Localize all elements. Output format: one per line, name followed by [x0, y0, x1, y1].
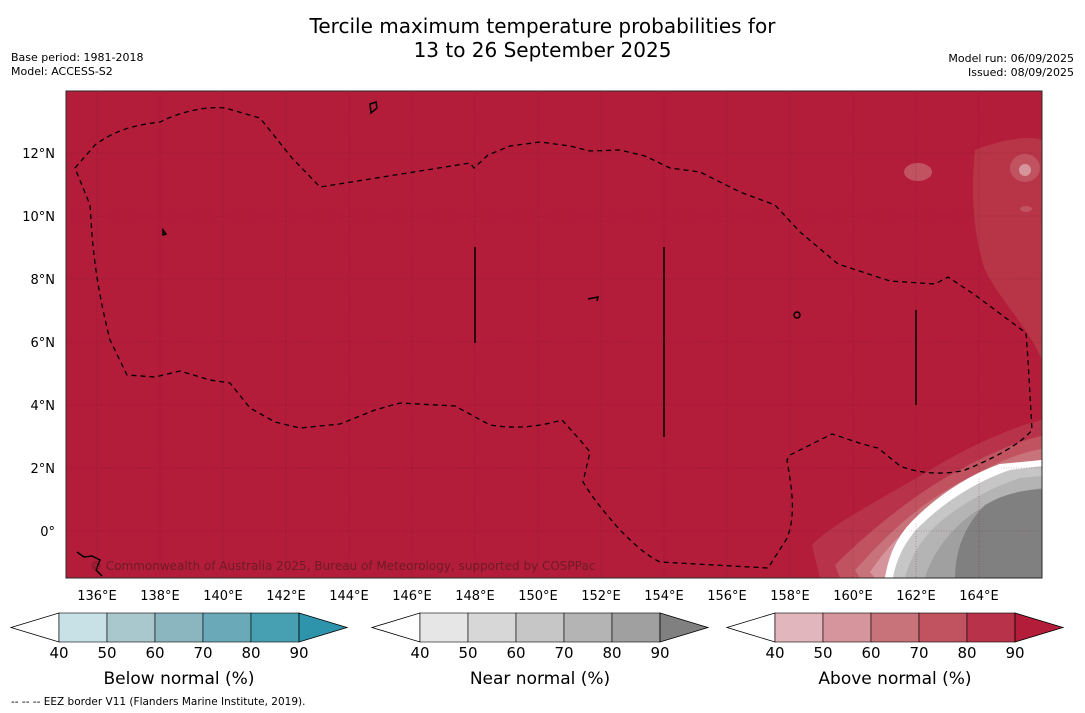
map-title: Tercile maximum temperature probabilitie…: [0, 14, 1085, 62]
map-background: [66, 91, 1042, 578]
x-tick-152e: 152°E: [581, 589, 621, 604]
near-90-band: [955, 489, 1042, 578]
model-name: Model: ACCESS-S2: [11, 65, 113, 78]
x-tick-162e: 162°E: [896, 589, 936, 604]
colorbar-segment: [515, 612, 565, 643]
y-tick-6n: 6°N: [31, 336, 56, 351]
colorbar-segment: [774, 612, 824, 643]
copyright-text: © Commonwealth of Australia 2025, Bureau…: [90, 559, 595, 573]
eez-border: [74, 106, 1033, 569]
x-tick-138e: 138°E: [140, 589, 180, 604]
model-run: Model run: 06/09/2025: [948, 52, 1074, 65]
colorbar-label: Above normal (%): [818, 669, 971, 689]
title-line-2: 13 to 26 September 2025: [413, 38, 672, 62]
colorbar-extend-high: [659, 612, 710, 643]
colorbar-tick: 50: [813, 644, 832, 662]
y-tick-8n: 8°N: [31, 273, 56, 288]
x-tick-140e: 140°E: [203, 589, 243, 604]
above-70-small: [904, 163, 932, 181]
base-period: Base period: 1981-2018: [11, 51, 144, 64]
colorbar-segment: [918, 612, 968, 643]
x-tick-156e: 156°E: [707, 589, 747, 604]
footnote-eez: -- -- -- EEZ border V11 (Flanders Marine…: [11, 696, 306, 708]
map-figure: © Commonwealth of Australia 2025, Bureau…: [22, 90, 1043, 604]
y-tick-0: 0°: [40, 525, 55, 540]
y-tick-4n: 4°N: [31, 399, 56, 414]
colorbar-segment: [154, 612, 204, 643]
colorbar-label: Below normal (%): [104, 669, 255, 689]
x-tick-160e: 160°E: [833, 589, 873, 604]
colorbar-tick: 60: [506, 644, 525, 662]
x-axis: 136°E 138°E 140°E 142°E 144°E 146°E 148°…: [77, 589, 999, 604]
x-tick-144e: 144°E: [329, 589, 369, 604]
colorbar-tick: 70: [554, 644, 573, 662]
contour-line: [885, 460, 1042, 578]
colorbar-extend-high: [1014, 612, 1065, 643]
map-frame: [65, 90, 1043, 579]
colorbar-extend-low: [725, 612, 776, 643]
issued-date: Issued: 08/09/2025: [967, 66, 1074, 79]
colorbar-extend-low: [370, 612, 421, 643]
colorbar-tick: 50: [458, 644, 477, 662]
colorbar-above-normal: 40 50 60 70 80 90 Above normal (%): [725, 612, 1065, 689]
colorbar-tick: 90: [1005, 644, 1024, 662]
colorbar-segment: [419, 612, 469, 643]
colorbar-segment: [467, 612, 517, 643]
x-tick-148e: 148°E: [455, 589, 495, 604]
colorbar-tick: 80: [241, 644, 260, 662]
colorbar-segment: [966, 612, 1016, 643]
colorbar-below-normal: 40 50 60 70 80 90 Below normal (%): [9, 612, 349, 689]
gridlines: [66, 91, 1042, 578]
meta-left: Base period: 1981-2018 Model: ACCESS-S2: [11, 51, 143, 79]
y-tick-10n: 10°N: [22, 210, 55, 225]
x-tick-164e: 164°E: [959, 589, 999, 604]
colorbar-segment: [202, 612, 252, 643]
x-tick-142e: 142°E: [266, 589, 306, 604]
x-tick-154e: 154°E: [644, 589, 684, 604]
colorbar-tick: 60: [145, 644, 164, 662]
x-tick-150e: 150°E: [518, 589, 558, 604]
colorbar-tick: 40: [49, 644, 68, 662]
colorbar-tick: 60: [861, 644, 880, 662]
colorbar-segment: [58, 612, 108, 643]
map-panel: © Commonwealth of Australia 2025, Bureau…: [66, 91, 1042, 578]
colorbar-segment: [250, 612, 300, 643]
colorbar-tick: 80: [602, 644, 621, 662]
colorbar-tick: 50: [97, 644, 116, 662]
meta-right: Model run: 06/09/2025 Issued: 08/09/2025: [948, 52, 1074, 80]
above-80-area: [973, 138, 1042, 360]
colorbar-near-normal: 40 50 60 70 80 90 Near normal (%): [370, 612, 710, 689]
colorbar-tick: 40: [410, 644, 429, 662]
colorbar-segment: [106, 612, 156, 643]
colorbar-tick: 80: [957, 644, 976, 662]
colorbar-segment: [870, 612, 920, 643]
colorbars: 40 50 60 70 80 90 Below normal (%) 40 50 60 70 80 9…: [9, 612, 1065, 689]
colorbar-segment: [563, 612, 613, 643]
colorbar-tick: 90: [289, 644, 308, 662]
colorbar-segment: [611, 612, 661, 643]
x-tick-146e: 146°E: [392, 589, 432, 604]
colorbar-tick: 70: [193, 644, 212, 662]
colorbar-label: Near normal (%): [470, 669, 610, 689]
colorbar-extend-low: [9, 612, 60, 643]
above-70-spot: [1020, 206, 1032, 212]
islands: [76, 101, 917, 577]
title-line-1: Tercile maximum temperature probabilitie…: [309, 14, 776, 38]
x-tick-158e: 158°E: [770, 589, 810, 604]
colorbar-tick: 90: [650, 644, 669, 662]
above-50-blob: [1019, 164, 1031, 176]
y-axis: 12°N 10°N 8°N 6°N 4°N 2°N 0°: [22, 147, 55, 540]
colorbar-segment: [822, 612, 872, 643]
colorbar-tick: 70: [909, 644, 928, 662]
x-tick-136e: 136°E: [77, 589, 117, 604]
colorbar-extend-high: [298, 612, 349, 643]
colorbar-tick: 40: [765, 644, 784, 662]
y-tick-12n: 12°N: [22, 147, 55, 162]
y-tick-2n: 2°N: [31, 462, 56, 477]
